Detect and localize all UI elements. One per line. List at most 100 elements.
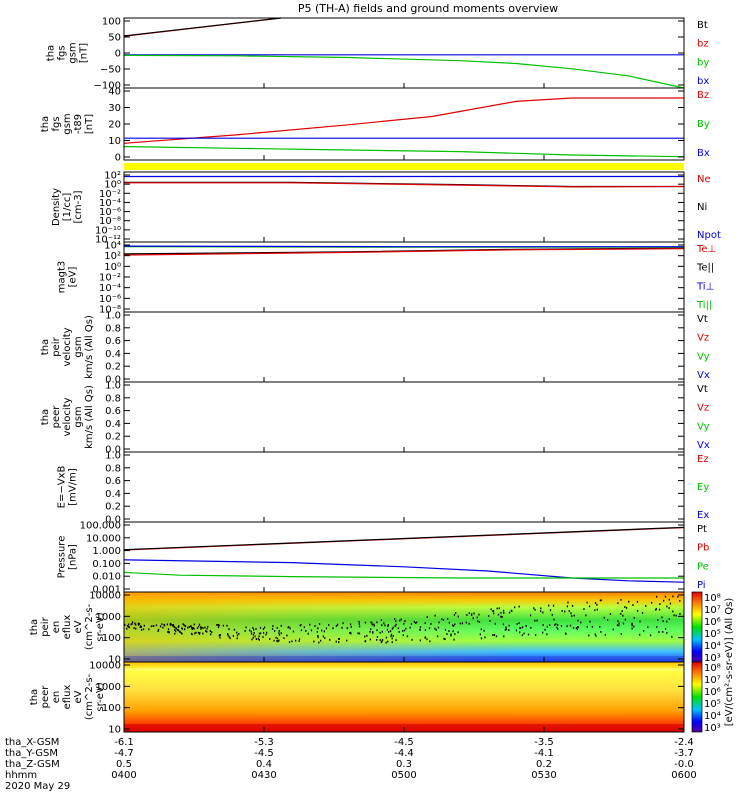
panel-1-legend-Bt: Bt [697,20,708,31]
panel-9-speckle [278,633,281,636]
panel-9-speckle [500,611,502,614]
panel-9-speckle [169,624,172,626]
panel-9-speckle [280,624,282,627]
panel-9-colorbar-tick: 10³ [704,653,721,664]
panel-9-speckle [455,612,457,614]
panel-9-speckle [402,634,404,637]
panel-9-speckle [643,630,645,632]
panel-9-speckle [335,625,338,627]
panel-9-speckle [217,626,220,629]
panel-9-speckle [599,599,602,602]
panel-9-speckle [617,602,619,604]
panel-9-speckle [364,621,367,624]
panel-9-speckle [258,635,260,638]
panel-9-speckle [376,621,378,624]
panel-9-speckle [358,625,361,628]
panel-1-series-2 [123,17,281,37]
panel-9-speckle [181,627,184,630]
flag-bar [124,163,684,170]
panel-9-speckle [664,595,667,598]
panel-9-speckle [554,624,556,627]
panel-9-speckle [658,608,661,611]
panel-5-ytick-label: 0.8 [105,323,121,334]
panel-9-speckle [434,614,436,617]
panel-9-speckle [497,613,500,616]
panel-8-axis-box [123,521,685,593]
panel-1-ytick-label: −100 [94,81,121,92]
panel-9-speckle [358,632,361,635]
panel-9-speckle [616,624,619,627]
panel-7-legend-Ey: Ey [697,482,709,493]
panel-9-speckle [478,621,481,623]
panel-9-speckle [138,623,141,625]
panel-9-speckle [520,627,522,630]
panel-9-speckle [493,634,496,636]
ephemeris-label: tha_Y-GSM [5,748,58,759]
panel-9-speckle [130,623,132,626]
panel-9-speckle [454,623,456,626]
panel-9-speckle [452,624,454,627]
panel-9-speckle [502,623,505,626]
panel-10-spectrogram [124,662,684,732]
panel-10-ytick-label: 1000 [96,682,121,693]
panel-9-speckle [134,622,136,625]
panel-9-speckle [444,638,446,641]
panel-9-speckle [662,620,664,623]
panel-4-ytick-label: 10⁻² [99,273,121,284]
panel-9-speckle [390,633,393,636]
panel-9-speckle [621,610,623,612]
panel-9-speckle [370,628,372,631]
panel-9-speckle [204,626,206,629]
panel-9-speckle [217,624,219,626]
panel-9-speckle [589,620,591,623]
panel-9-speckle [313,640,315,643]
panel-5-ylabel-line: velocity [62,327,73,366]
panel-9-speckle [329,638,331,641]
panel-9-speckle [480,628,482,631]
panel-9-speckle [600,599,602,602]
panel-9-speckle [477,620,479,623]
panel-9-speckle [661,616,663,619]
panel-9-speckle [454,633,456,635]
panel-9-speckle [633,625,635,628]
panel-9-speckle [276,627,278,629]
panel-9-speckle [191,626,193,629]
panel-9-speckle [636,600,639,603]
panel-9-speckle [500,615,502,618]
panel-9-speckle [194,632,196,635]
panel-9-speckle [573,614,575,617]
panel-9-speckle [594,609,596,612]
panel-7-ytick-label: 1.0 [105,451,121,462]
panel-9-speckle [278,639,280,642]
panel-6-ylabel-line: gsm [73,406,84,427]
panel-9-speckle [166,623,168,626]
panel-9-speckle [161,623,163,626]
panel-9-speckle [468,622,470,625]
panel-9-speckle [624,606,626,608]
panel-9-speckle [409,626,411,629]
panel-10-colorbar-tick: 10⁵ [704,699,721,710]
panel-9-speckle [211,631,213,634]
panel-9-speckle [588,634,590,637]
panel-6-legend-Vt: Vt [697,384,708,395]
panel-9-speckle [383,622,385,625]
panel-7-axis-box [123,451,685,523]
panel-9-speckle [628,600,630,603]
panel-9-speckle [546,633,548,636]
panel-9-speckle [542,611,544,614]
panel-9-speckle [658,631,660,633]
panel-9-speckle [390,635,392,638]
panel-9-speckle [457,631,459,634]
panel-3-ytick-label: 10⁻¹² [95,235,121,246]
panel-9-speckle [199,632,201,634]
panel-10-colorbar-tick: 10⁸ [704,663,721,674]
panel-9-speckle [252,636,254,639]
panel-6-ytick-label: 0.2 [105,432,121,443]
panel-9-speckle [521,634,523,637]
panel-9-speckle [419,639,421,642]
panel-9-speckle [133,627,135,629]
panel-9-speckle [586,625,588,628]
panel-10-colorbar-tick: 10⁴ [704,711,721,722]
panel-7-legend-Ex: Ex [697,510,709,521]
panel-9-speckle [181,632,183,635]
